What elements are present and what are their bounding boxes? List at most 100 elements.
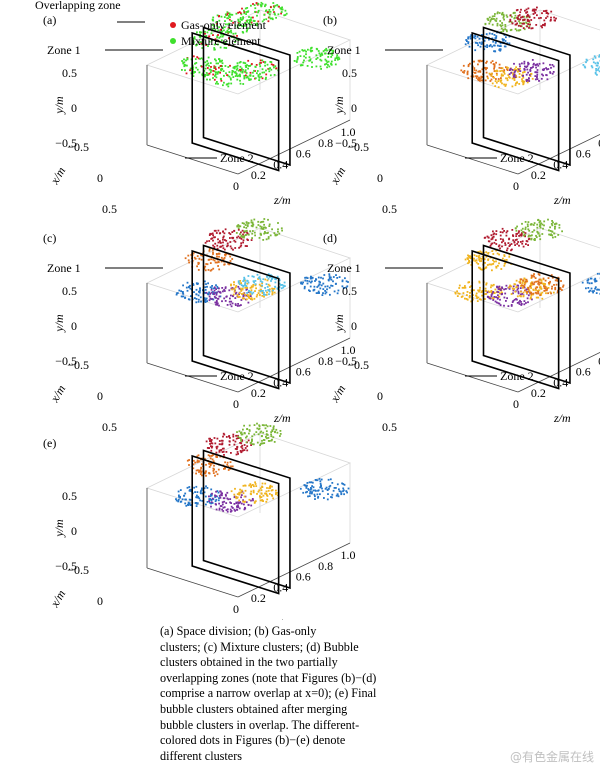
data-point — [200, 467, 203, 470]
data-point — [220, 15, 223, 18]
data-point — [535, 280, 537, 283]
data-point — [239, 23, 242, 26]
data-point — [225, 72, 227, 75]
data-point — [215, 232, 218, 234]
data-point — [256, 70, 259, 72]
data-point — [254, 70, 256, 72]
data-point — [235, 437, 238, 440]
x-tick-label: 0.5 — [102, 420, 117, 434]
data-point — [251, 225, 254, 228]
data-point — [551, 234, 553, 237]
data-point — [248, 296, 250, 299]
data-point — [225, 436, 228, 438]
data-point — [595, 292, 598, 294]
data-point — [488, 296, 491, 298]
data-point — [239, 21, 241, 23]
data-point — [492, 283, 495, 286]
data-point — [550, 274, 553, 276]
data-point — [236, 496, 239, 499]
data-point — [220, 256, 223, 259]
data-point — [236, 67, 239, 70]
data-point — [199, 289, 201, 292]
data-point — [198, 35, 201, 38]
data-point — [204, 269, 207, 272]
data-point — [233, 239, 236, 242]
data-point — [501, 245, 503, 248]
data-point — [264, 78, 267, 80]
data-point — [230, 452, 232, 454]
data-point — [209, 68, 212, 71]
data-point — [262, 61, 265, 63]
data-point — [182, 61, 185, 64]
data-point — [196, 494, 198, 497]
data-point — [255, 431, 258, 433]
data-point — [299, 55, 302, 57]
bubble-cluster — [211, 11, 259, 35]
data-point — [533, 238, 535, 241]
data-point — [490, 17, 493, 20]
data-point — [199, 33, 201, 36]
data-point — [479, 78, 481, 80]
data-point — [479, 71, 482, 73]
data-point — [525, 22, 528, 25]
z-axis-label: z/m — [273, 411, 291, 425]
data-point — [229, 498, 232, 500]
data-point — [242, 83, 245, 85]
data-point — [178, 289, 181, 292]
data-point — [271, 228, 273, 231]
z-tick-label: 0 — [233, 179, 239, 193]
data-point — [207, 282, 209, 285]
data-point — [259, 280, 262, 282]
data-point — [500, 67, 503, 69]
data-point — [499, 238, 502, 240]
data-point — [215, 284, 217, 287]
data-point — [513, 79, 516, 81]
data-point — [598, 70, 600, 73]
data-point — [330, 496, 332, 498]
data-point — [244, 284, 246, 287]
data-point — [241, 293, 243, 295]
x-tick-label: −0.5 — [347, 358, 369, 372]
data-point — [216, 285, 219, 288]
data-point — [264, 61, 266, 64]
data-point — [461, 295, 464, 298]
data-point — [496, 22, 499, 25]
data-point — [302, 61, 305, 64]
data-point — [237, 21, 240, 24]
data-point — [221, 30, 223, 33]
data-point — [222, 34, 225, 37]
data-point — [543, 24, 546, 27]
data-point — [486, 291, 489, 294]
data-point — [249, 65, 251, 67]
zone-2-label: Zone 2 — [500, 151, 534, 165]
data-point — [508, 42, 511, 45]
data-point — [518, 281, 521, 283]
data-point — [532, 13, 535, 15]
data-point — [503, 72, 506, 75]
data-point — [210, 499, 213, 502]
data-point — [230, 247, 233, 250]
bubble-cluster — [300, 273, 349, 296]
x-tick-label: 0.5 — [382, 420, 397, 434]
data-point — [222, 435, 224, 438]
data-point — [248, 498, 251, 501]
data-point — [250, 441, 253, 444]
data-point — [306, 282, 309, 285]
data-point — [519, 67, 521, 70]
data-point — [218, 304, 220, 307]
data-point — [519, 299, 521, 302]
data-point — [266, 433, 269, 436]
overlapping-zone-label: Overlapping zone — [35, 0, 121, 12]
data-point — [200, 42, 203, 45]
data-point — [487, 290, 490, 293]
data-point — [234, 32, 237, 35]
data-point — [324, 63, 326, 66]
data-point — [209, 457, 212, 460]
data-point — [243, 76, 246, 79]
data-point — [193, 486, 195, 489]
data-point — [235, 74, 238, 76]
data-point — [230, 465, 232, 468]
data-point — [537, 283, 540, 285]
data-point — [243, 236, 245, 239]
data-point — [262, 439, 265, 441]
